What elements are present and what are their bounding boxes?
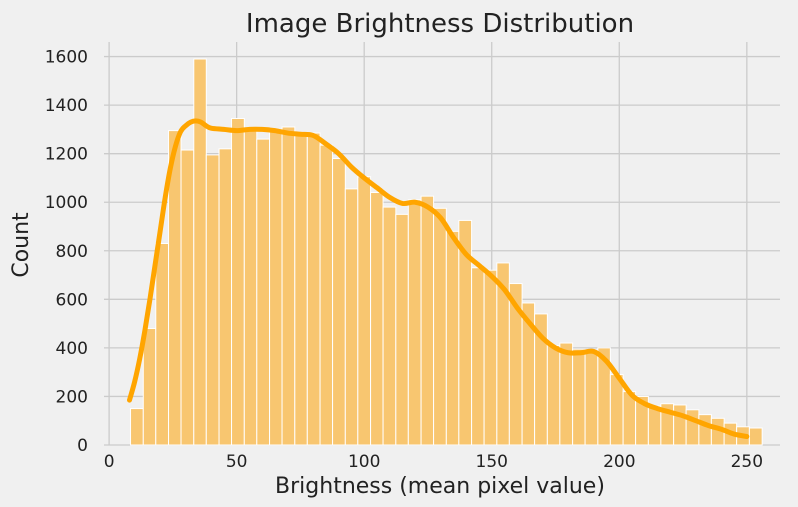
histogram-bar: [572, 348, 586, 446]
histogram-bar: [420, 195, 435, 446]
histogram-bar: [332, 158, 346, 446]
histogram-bar: [445, 230, 460, 446]
y-tick-label: 600: [56, 290, 88, 310]
chart-title: Image Brightness Distribution: [246, 9, 634, 39]
x-tick-label: 0: [104, 452, 115, 472]
histogram-bar: [281, 126, 296, 446]
y-tick-label: 1000: [45, 193, 88, 213]
y-tick-labels: 0 200 400 600 800 1000 1200 1400 1600: [45, 48, 88, 456]
x-tick-label: 150: [476, 452, 508, 472]
x-tick-label: 100: [348, 452, 380, 472]
histogram-bar: [382, 206, 397, 446]
kde-curve-layer: [127, 118, 750, 440]
y-tick-label: 400: [56, 339, 88, 359]
histogram-bar: [546, 344, 561, 446]
x-tick-label: 200: [603, 452, 635, 472]
histogram-bar: [269, 131, 283, 446]
histogram-bar: [584, 351, 599, 446]
histogram-bar: [748, 427, 763, 446]
histogram-bar: [673, 404, 687, 446]
x-tick-label: 50: [226, 452, 248, 472]
histogram-bar: [407, 199, 422, 446]
kde-density-line: [127, 118, 750, 440]
histogram-bar: [306, 132, 321, 446]
histogram-bar: [180, 149, 195, 446]
histogram-bar: [370, 192, 384, 446]
histogram-bar: [243, 128, 258, 446]
histogram-bar: [698, 414, 712, 446]
histogram-bar: [647, 405, 662, 446]
histogram-bars: [130, 58, 763, 446]
histogram-bar: [142, 327, 157, 446]
histogram-bar: [357, 176, 372, 446]
histogram-bar: [130, 408, 144, 446]
histogram-bar: [231, 117, 245, 446]
histogram-bar: [483, 269, 498, 446]
histogram-bar: [193, 58, 207, 446]
x-tick-label: 250: [731, 452, 763, 472]
histogram-bar: [218, 148, 233, 446]
y-axis-label: Count: [9, 212, 34, 278]
histogram-bar: [395, 213, 409, 446]
y-tick-label: 1200: [45, 145, 88, 165]
x-axis-label: Brightness (mean pixel value): [275, 474, 605, 499]
histogram-bar: [155, 243, 170, 446]
histogram-bar: [205, 154, 220, 446]
y-tick-label: 1600: [45, 48, 88, 68]
histogram-bar: [294, 134, 308, 446]
y-tick-label: 1400: [45, 96, 88, 116]
y-tick-label: 800: [56, 242, 88, 262]
y-tick-label: 200: [56, 387, 88, 407]
histogram-bar: [433, 207, 447, 446]
x-tick-labels: 0 50 100 150 200 250: [104, 452, 763, 472]
histogram-bar: [344, 188, 359, 446]
y-tick-label: 0: [77, 436, 88, 456]
histogram-bar: [559, 342, 574, 446]
histogram-bar: [256, 138, 271, 446]
histogram-bar: [471, 267, 485, 446]
histogram-bar: [319, 144, 334, 446]
